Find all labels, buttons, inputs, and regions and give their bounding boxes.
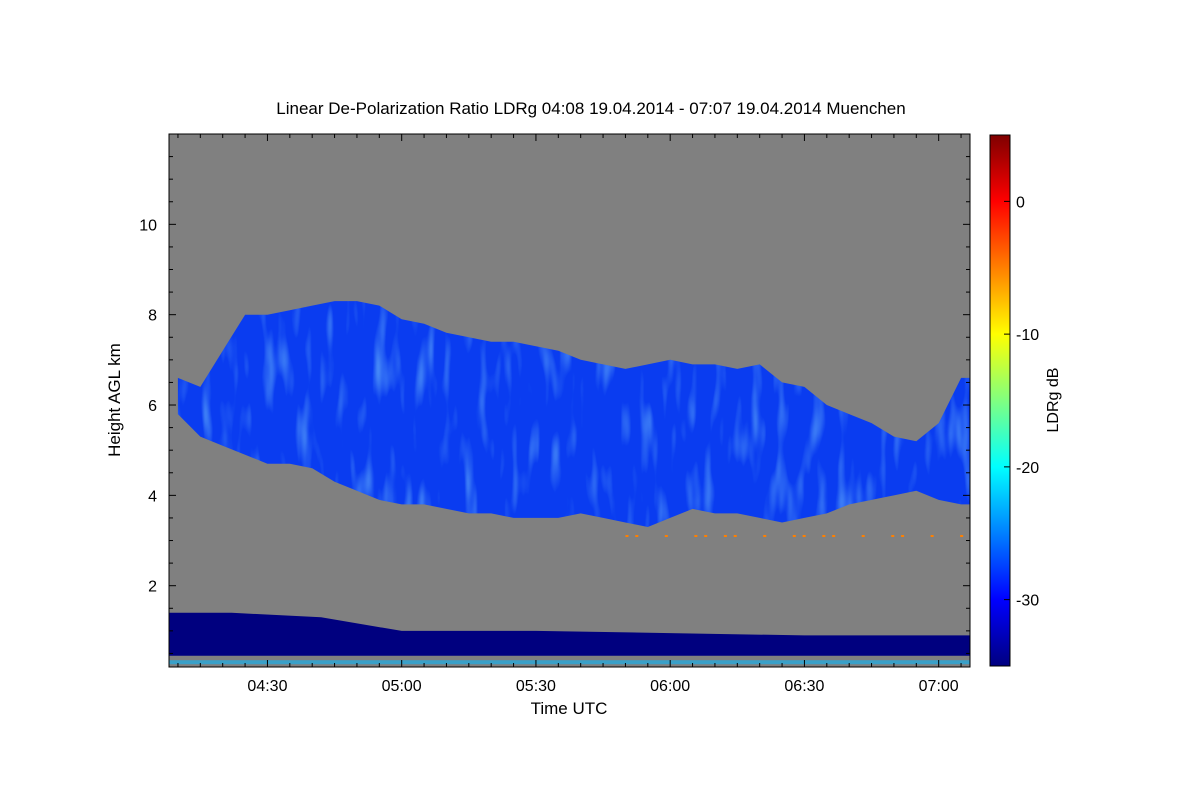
y-tick-label: 10 [139,217,157,234]
scatter-point [822,535,826,538]
chart-title: Linear De-Polarization Ratio LDRg 04:08 … [276,99,905,118]
colorbar-tick-label: -30 [1016,593,1039,610]
colorbar-tick-label: -10 [1016,327,1039,344]
x-tick-labels: 04:30 05:00 05:30 06:00 06:30 07:00 [247,678,958,695]
colorbar-gradient [989,134,1011,667]
scatter-point [763,535,767,538]
x-tick-label: 06:30 [784,678,824,695]
x-tick-label: 05:00 [382,678,422,695]
cloud-streaks [177,301,970,527]
scatter-point [930,535,934,538]
y-tick-label: 2 [148,579,157,596]
y-tick-label: 4 [148,488,157,505]
scatter-point [733,535,737,538]
scatter-point [694,535,698,538]
scatter-point [901,535,905,538]
scatter-point [802,535,806,538]
y-tick-labels: 2 4 6 8 10 [139,217,157,595]
scatter-point [792,535,796,538]
plot-area [169,134,970,667]
x-tick-label: 05:30 [516,678,556,695]
scatter-point [664,535,668,538]
scatter-point [891,535,895,538]
y-axis-label: Height AGL km [105,343,124,457]
boundary-layer-band [169,612,970,656]
scatter-point [832,535,836,538]
scatter-point [723,535,727,538]
y-tick-label: 6 [148,398,157,415]
colorbar-label: LDRg dB [1045,368,1062,433]
scatter-point [635,535,639,538]
surface-signal-strip [169,660,970,665]
scatter-point [625,535,629,538]
colorbar-tick-label: 0 [1016,194,1025,211]
plot-frame [168,133,971,668]
y-tick-label: 8 [148,308,157,325]
scatter-point [861,535,865,538]
x-tick-label: 07:00 [919,678,959,695]
scatter-point [704,535,708,538]
x-axis-label: Time UTC [531,699,608,718]
axis-ticks [169,133,970,667]
x-tick-label: 06:00 [650,678,690,695]
colorbar-tick-label: -20 [1016,460,1039,477]
colorbar: 0 -10 -20 -30 LDRg dB [989,134,1062,667]
x-tick-label: 04:30 [247,678,287,695]
scatter-point [960,535,964,538]
